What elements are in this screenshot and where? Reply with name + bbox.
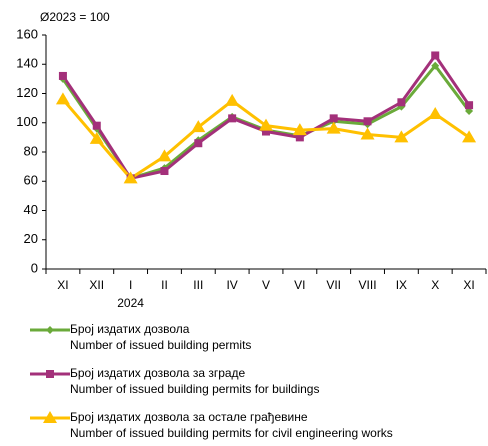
legend-label: Број издатих дозвола (70, 322, 190, 336)
point-marker (191, 120, 206, 133)
x-tick-label: VII (326, 278, 341, 292)
point-marker (295, 133, 304, 142)
year-label: 2024 (117, 296, 144, 310)
annotation: Ø2023 = 100 (40, 10, 110, 24)
point-marker (292, 123, 307, 136)
x-tick-label: V (262, 278, 270, 292)
legend-label: Број издатих дозвола за зграде (70, 366, 246, 380)
point-marker (462, 130, 477, 143)
point-marker (428, 106, 443, 119)
x-tick-label: II (161, 278, 168, 292)
x-tick-label: IX (396, 278, 407, 292)
x-tick-label: I (129, 278, 132, 292)
x-tick-label: VI (294, 278, 305, 292)
point-marker (89, 131, 104, 144)
point-marker (92, 121, 101, 130)
legend-marker (46, 326, 54, 334)
point-marker (194, 139, 203, 148)
point-marker (160, 167, 169, 176)
point-marker (431, 61, 440, 70)
legend-label-en: Number of issued building permits for ci… (70, 426, 393, 440)
point-marker (363, 117, 372, 126)
point-marker (55, 92, 70, 105)
x-tick-label: VIII (359, 278, 377, 292)
point-marker (397, 98, 406, 107)
x-tick-label: III (193, 278, 203, 292)
point-marker (326, 121, 341, 134)
y-tick-label: 60 (24, 173, 38, 188)
x-tick-label: X (431, 278, 439, 292)
legend-label: Број издатих дозвола за остале грађевине (70, 410, 308, 424)
point-marker (58, 71, 67, 80)
point-marker (465, 101, 474, 110)
point-marker (329, 114, 338, 123)
y-tick-label: 80 (24, 143, 38, 158)
point-marker (123, 171, 138, 184)
point-marker (228, 114, 237, 123)
x-tick-label: XI (463, 278, 474, 292)
legend-marker (43, 411, 57, 423)
x-tick-label: XII (89, 278, 104, 292)
point-marker (225, 93, 240, 106)
legend-label-en: Number of issued building permits for bu… (70, 382, 319, 396)
y-tick-label: 160 (16, 26, 38, 41)
y-tick-label: 140 (16, 56, 38, 71)
x-tick-label: IV (226, 278, 237, 292)
legend-label-en: Number of issued building permits (70, 338, 251, 352)
point-marker (259, 118, 273, 131)
point-marker (360, 127, 375, 140)
point-marker (157, 149, 172, 162)
y-tick-label: 120 (16, 85, 38, 100)
point-marker (262, 127, 270, 136)
x-tick-label: XI (57, 278, 68, 292)
y-tick-label: 0 (31, 260, 38, 275)
y-tick-label: 100 (16, 114, 38, 129)
y-tick-label: 40 (24, 202, 38, 217)
legend-marker (46, 370, 54, 378)
point-marker (394, 130, 409, 143)
y-tick-label: 20 (24, 231, 38, 246)
point-marker (431, 51, 440, 60)
